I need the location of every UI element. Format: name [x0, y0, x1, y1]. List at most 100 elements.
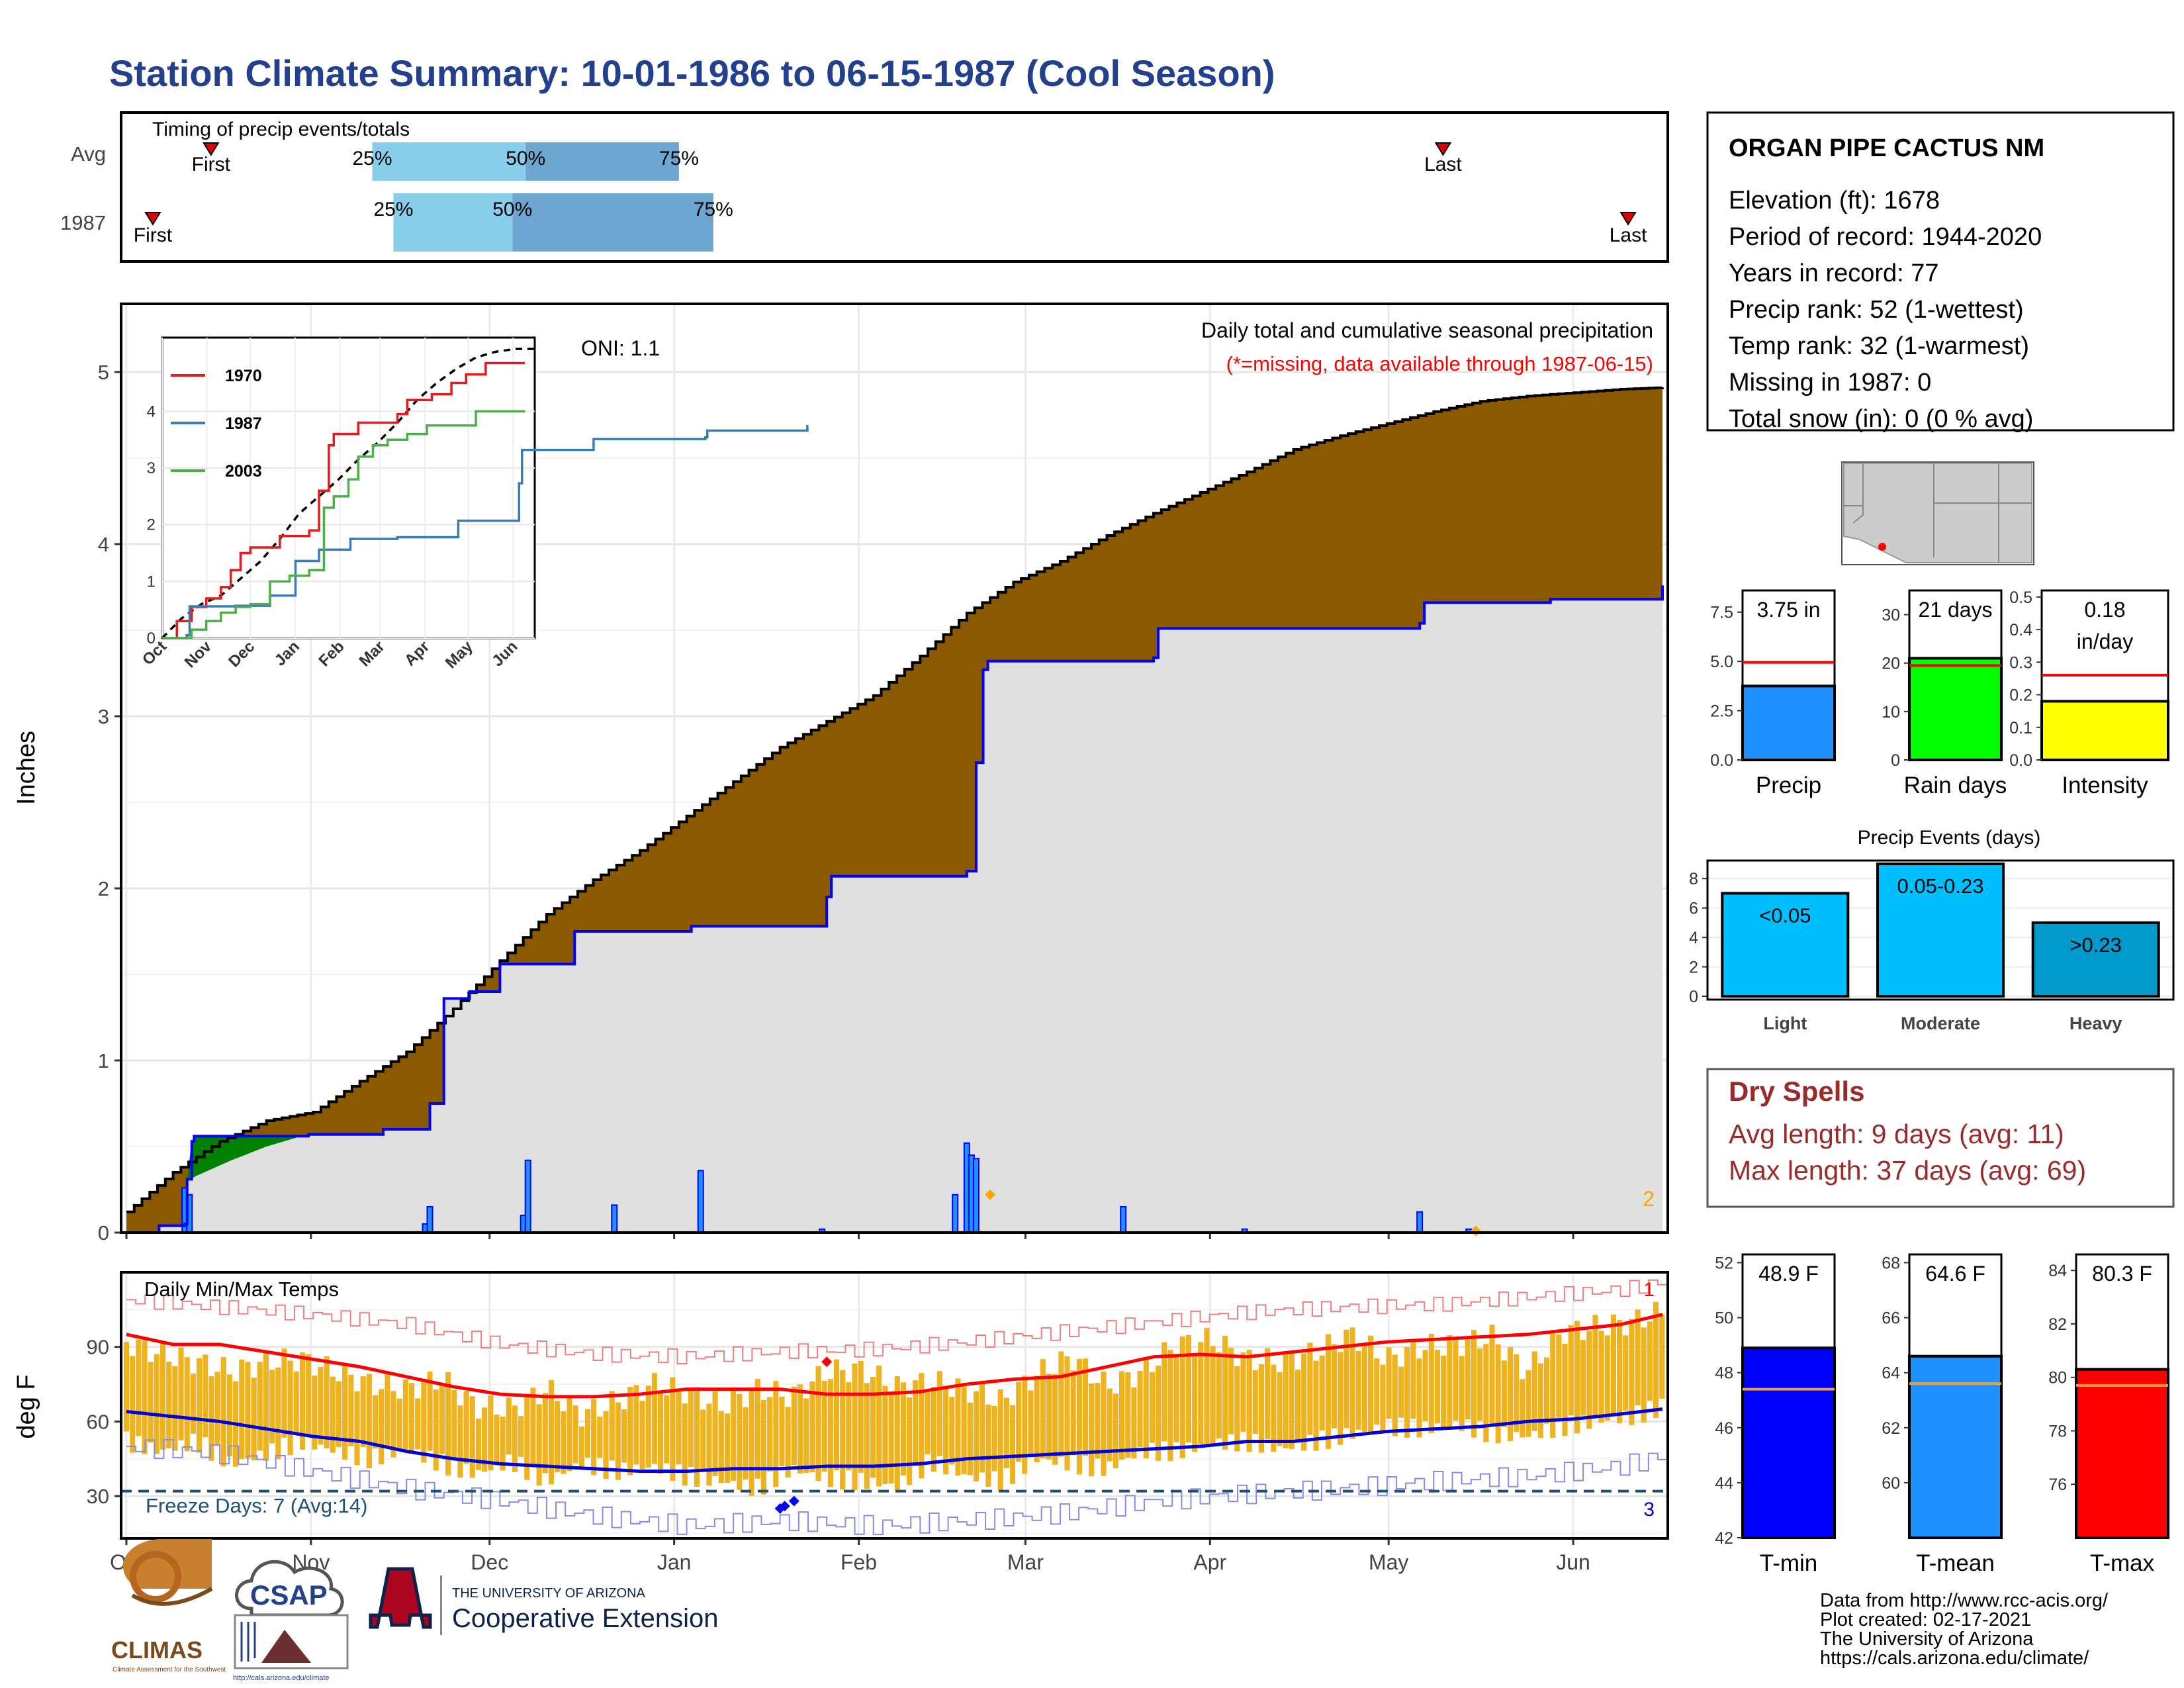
timing-avg-last-label: Last — [1424, 154, 1462, 175]
panel-value-label: 21 days — [1918, 598, 1992, 622]
daily-temp-bar — [342, 1364, 348, 1460]
daily-temp-bar — [281, 1348, 287, 1438]
daily-temp-bar — [627, 1387, 633, 1476]
daily-temp-bar — [1325, 1334, 1331, 1449]
daily-temp-bar — [1580, 1340, 1586, 1416]
inset-series-2003 — [162, 410, 525, 639]
station-snow: Total snow (in): 0 (0 % avg) — [1729, 405, 2033, 433]
daily-temp-bar — [1113, 1393, 1118, 1469]
temp-y-axis-label: deg F — [13, 1374, 40, 1438]
panel-category-label: Precip — [1756, 773, 1821, 798]
daily-temp-bar — [1447, 1335, 1453, 1427]
daily-temp-bar — [1659, 1314, 1665, 1399]
daily-temp-bar — [936, 1371, 942, 1456]
precip-events-chart: Precip Events (days) 0 2 4 6 8 <0.05 Light 0.05… — [1689, 827, 2175, 1033]
daily-temp-bar — [494, 1414, 500, 1463]
daily-temp-bar — [718, 1411, 724, 1483]
timing-label: Timing of precip events/totals — [152, 118, 410, 140]
panel-value-bar — [2075, 1368, 2169, 1539]
daily-temp-bar — [1495, 1344, 1501, 1444]
panel-y-tick-label: 60 — [1882, 1474, 1900, 1493]
daily-temp-bar — [1343, 1329, 1349, 1429]
daily-temp-bar — [973, 1391, 979, 1481]
daily-temp-bar — [561, 1411, 567, 1474]
daily-temp-bar — [603, 1411, 609, 1479]
panel-y-tick-label: 0.1 — [2009, 719, 2032, 737]
daily-temp-bar — [682, 1403, 688, 1486]
daily-temp-bar — [572, 1405, 578, 1464]
daily-temp-bar — [1441, 1355, 1447, 1427]
daily-temp-bar — [469, 1396, 475, 1478]
daily-temp-bar — [142, 1340, 148, 1454]
main-y-tick-label: 4 — [98, 533, 109, 556]
timing-avg-last-marker — [1434, 142, 1452, 156]
daily-temp-bar — [318, 1367, 324, 1445]
daily-temp-bar — [1398, 1366, 1404, 1418]
panel-y-tick-label: 46 — [1715, 1419, 1733, 1438]
events-category-label: Light — [1763, 1013, 1807, 1033]
daily-temp-bar — [257, 1362, 263, 1451]
daily-temp-bar — [463, 1391, 469, 1464]
daily-temp-bar — [506, 1397, 512, 1455]
daily-temp-bar — [991, 1405, 997, 1472]
daily-temp-bar — [408, 1383, 415, 1454]
daily-temp-bar — [1185, 1335, 1192, 1443]
daily-temp-bar — [840, 1370, 846, 1490]
daily-temp-bar — [658, 1393, 664, 1474]
daily-temp-bar — [1349, 1327, 1355, 1439]
timing-avg-q25-q50-bar — [372, 142, 526, 181]
daily-temp-bar — [1574, 1321, 1580, 1434]
daily-temp-bar — [1586, 1331, 1592, 1429]
page-title: Station Climate Summary: 10-01-1986 to 0… — [109, 52, 1275, 94]
record-low-line — [126, 1438, 1668, 1536]
timing-avg-first-label: First — [192, 154, 231, 175]
main-chart-subtitle: (*=missing, data available through 1987-… — [1226, 352, 1653, 375]
daily-temp-bar — [1610, 1314, 1616, 1417]
inset-series-1970 — [162, 361, 525, 639]
climas-logo-subtext: Climate Assessment for the Southwest — [113, 1666, 226, 1673]
main-chart-title: Daily total and cumulative seasonal prec… — [1201, 318, 1653, 342]
daily-temp-bar — [1392, 1354, 1398, 1436]
daily-temp-bar — [1198, 1342, 1204, 1444]
daily-temp-bar — [1635, 1309, 1641, 1405]
daily-temp-bar — [1537, 1363, 1543, 1438]
daily-temp-bar — [1131, 1387, 1137, 1458]
daily-temp-bar — [931, 1386, 936, 1472]
events-bar-moderate — [1876, 863, 2005, 998]
temp-y-tick-label: 30 — [87, 1485, 109, 1508]
daily-temp-bar — [767, 1397, 773, 1472]
panel-y-tick-label: 52 — [1715, 1254, 1733, 1272]
inset-legend-label: 1987 — [225, 414, 262, 433]
daily-temp-bar — [1204, 1328, 1210, 1445]
panel-value-bar — [1741, 1346, 1836, 1539]
timing-y1987-first-label: First — [134, 224, 173, 246]
daily-temp-bar — [1095, 1383, 1101, 1459]
daily-temp-bar — [773, 1381, 779, 1487]
temp-title: Daily Min/Max Temps — [144, 1278, 339, 1301]
daily-precip-bar — [426, 1206, 433, 1233]
daily-temp-bar — [754, 1378, 760, 1479]
daily-temp-bar — [1283, 1351, 1289, 1448]
daily-temp-bar — [1137, 1370, 1143, 1448]
daily-temp-bar — [567, 1395, 572, 1472]
panel-category-label: Rain days — [1904, 773, 2007, 798]
daily-temp-bar — [1156, 1365, 1161, 1461]
map-state-borders — [1844, 463, 2032, 563]
panel-y-tick-label: 0.3 — [2009, 653, 2032, 672]
main-precip-chart: 0 1 2 3 4 5 Inches ONI: 1.1 Daily total and c… — [13, 303, 1669, 1244]
station-name: ORGAN PIPE CACTUS NM — [1729, 134, 2044, 162]
daily-temp-bar — [1167, 1350, 1173, 1462]
daily-temp-bar — [1647, 1321, 1653, 1401]
daily-temp-bar — [1064, 1356, 1070, 1471]
daily-temp-bar — [524, 1395, 530, 1480]
daily-temp-bar — [737, 1393, 743, 1490]
record-high-marker — [821, 1356, 833, 1368]
daily-temp-bar — [979, 1383, 985, 1473]
y1987-cumulative-area — [126, 585, 1662, 1233]
panel-value-bar — [2040, 700, 2169, 762]
panel-value-bar — [1908, 657, 2003, 762]
panel-y-tick-label: 2.5 — [1710, 702, 1733, 721]
daily-temp-bar — [664, 1395, 670, 1464]
dry-spells-avg: Avg length: 9 days (avg: 11) — [1729, 1119, 2064, 1149]
csap-logo-text: CSAP — [250, 1579, 328, 1611]
